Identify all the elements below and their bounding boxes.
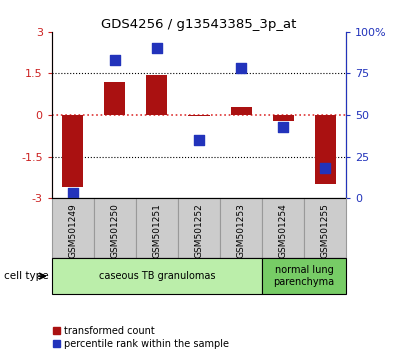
Point	[238, 65, 244, 71]
Bar	[230, 107, 252, 115]
Bar	[62, 115, 83, 187]
Text: normal lung
parenchyma: normal lung parenchyma	[273, 265, 335, 287]
Bar	[136, 198, 178, 258]
Bar	[273, 115, 294, 121]
Bar	[304, 198, 346, 258]
Text: cell type: cell type	[4, 271, 49, 281]
Bar	[52, 198, 94, 258]
Point	[70, 190, 76, 196]
Bar	[262, 258, 346, 294]
Text: GSM501251: GSM501251	[152, 203, 162, 258]
Text: caseous TB granulomas: caseous TB granulomas	[99, 271, 215, 281]
Bar	[104, 82, 125, 115]
Text: GSM501254: GSM501254	[279, 203, 288, 258]
Point	[322, 165, 328, 171]
Bar	[189, 115, 209, 116]
Point	[154, 46, 160, 51]
Bar	[178, 198, 220, 258]
Bar	[52, 258, 262, 294]
Legend: transformed count, percentile rank within the sample: transformed count, percentile rank withi…	[53, 326, 229, 349]
Text: GSM501255: GSM501255	[321, 203, 330, 258]
Bar	[94, 198, 136, 258]
Text: GSM501253: GSM501253	[236, 203, 246, 258]
Bar	[315, 115, 336, 184]
Bar	[262, 198, 304, 258]
Title: GDS4256 / g13543385_3p_at: GDS4256 / g13543385_3p_at	[101, 18, 297, 31]
Bar	[220, 198, 262, 258]
Point	[280, 124, 286, 130]
Bar	[146, 75, 168, 115]
Text: GSM501249: GSM501249	[68, 203, 77, 258]
Point	[112, 57, 118, 63]
Point	[196, 137, 202, 143]
Text: GSM501252: GSM501252	[195, 203, 203, 258]
Text: GSM501250: GSM501250	[110, 203, 119, 258]
